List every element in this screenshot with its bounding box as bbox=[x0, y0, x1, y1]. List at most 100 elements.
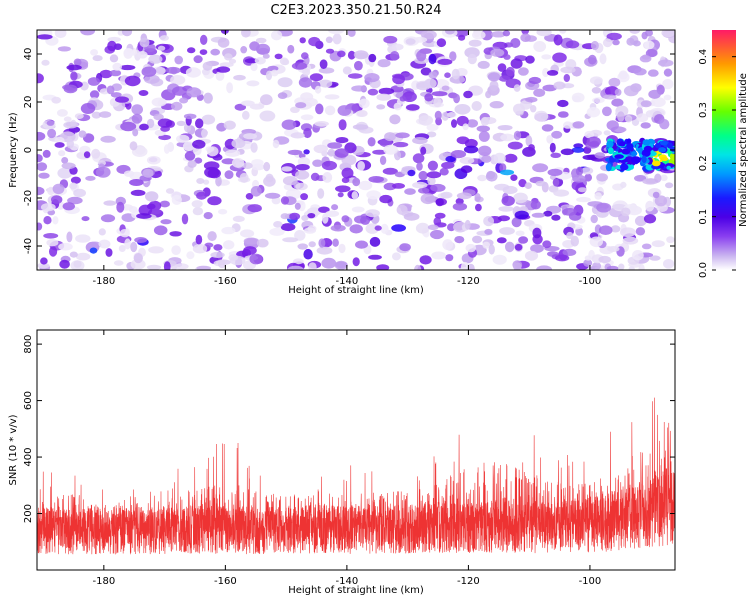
heatmap-cell bbox=[368, 53, 377, 63]
heatmap-cell bbox=[392, 74, 405, 85]
heatmap-cell bbox=[430, 229, 444, 240]
heatmap-cell bbox=[269, 227, 285, 236]
heatmap-cell bbox=[141, 66, 157, 77]
heatmap-cell bbox=[234, 103, 246, 111]
heatmap-cell bbox=[571, 92, 585, 103]
heatmap-cell bbox=[471, 101, 482, 111]
heatmap-cell bbox=[259, 110, 276, 122]
heatmap-cell bbox=[73, 58, 82, 66]
heatmap-cell bbox=[239, 172, 249, 183]
heatmap-cell bbox=[377, 59, 391, 68]
heatmap-cell bbox=[531, 212, 546, 218]
heatmap-cell bbox=[41, 59, 50, 66]
heatmap-cell bbox=[472, 235, 483, 244]
heatmap-cell bbox=[301, 52, 309, 60]
colorbar-tick-label: 0.3 bbox=[698, 102, 709, 118]
heatmap-cell bbox=[542, 240, 552, 249]
heatmap-cell bbox=[113, 260, 124, 266]
heatmap-cell bbox=[299, 37, 306, 44]
heatmap-cell bbox=[551, 214, 561, 221]
heatmap-cell bbox=[594, 152, 606, 159]
heatmap-cell bbox=[233, 74, 246, 81]
heatmap-cell bbox=[43, 233, 59, 239]
chart-title: C2E3.2023.350.21.50.R24 bbox=[270, 3, 441, 18]
heatmap-cell bbox=[309, 73, 323, 82]
heatmap-cell bbox=[256, 238, 269, 248]
heatmap-cell bbox=[179, 97, 189, 104]
heatmap-cell bbox=[40, 203, 56, 212]
heatmap-cell bbox=[318, 79, 333, 88]
heatmap-cell bbox=[396, 204, 408, 215]
heatmap-cell bbox=[412, 137, 428, 145]
heatmap-signal-cell bbox=[629, 164, 634, 170]
heatmap-cell bbox=[589, 76, 603, 85]
heatmap-cell bbox=[640, 122, 651, 129]
heatmap-cell bbox=[420, 146, 427, 155]
heatmap-cell bbox=[405, 104, 420, 111]
heatmap-cell bbox=[427, 224, 439, 231]
heatmap-cell bbox=[635, 227, 646, 236]
heatmap-cell bbox=[418, 170, 428, 181]
heatmap-cell bbox=[210, 48, 220, 56]
heatmap-cell bbox=[331, 204, 339, 211]
heatmap-cell bbox=[90, 49, 99, 56]
heatmap-cell bbox=[546, 70, 559, 76]
heatmap-cell bbox=[553, 81, 566, 90]
heatmap-cell bbox=[187, 160, 197, 168]
heatmap-cell bbox=[524, 250, 539, 261]
heatmap-cell bbox=[157, 118, 173, 128]
heatmap-cell bbox=[416, 50, 427, 62]
heatmap-cell bbox=[301, 215, 309, 221]
heatmap-cell bbox=[332, 238, 339, 247]
heatmap-cell bbox=[360, 216, 371, 225]
heatmap-cell bbox=[504, 153, 518, 163]
heatmap-cell bbox=[138, 90, 149, 96]
heatmap-cell bbox=[66, 138, 75, 149]
heatmap-cell bbox=[365, 209, 380, 218]
heatmap-cell bbox=[419, 255, 432, 265]
heatmap-cell bbox=[598, 255, 611, 264]
heatmap-signal-cell bbox=[658, 147, 667, 153]
heatmap-cell bbox=[445, 30, 455, 35]
heatmap-cell bbox=[666, 236, 675, 244]
heatmap-cell bbox=[626, 37, 635, 46]
x-tick-label: -120 bbox=[457, 276, 480, 287]
heatmap-cell bbox=[636, 113, 649, 123]
heatmap-cell bbox=[644, 40, 655, 50]
heatmap-cell bbox=[52, 183, 65, 195]
heatmap-cell bbox=[376, 93, 392, 101]
heatmap-cell bbox=[337, 105, 352, 116]
heatmap-cell bbox=[199, 49, 208, 55]
heatmap-cell bbox=[420, 193, 436, 205]
heatmap-cell bbox=[335, 185, 351, 193]
heatmap-cell bbox=[46, 120, 55, 126]
heatmap-cell bbox=[510, 58, 523, 69]
heatmap-cell bbox=[404, 188, 416, 195]
heatmap-cell bbox=[450, 150, 467, 159]
heatmap-cell bbox=[368, 254, 382, 260]
heatmap-signal-cell bbox=[605, 163, 612, 172]
heatmap-cell bbox=[645, 110, 655, 118]
heatmap-cell bbox=[444, 72, 451, 78]
heatmap-cell bbox=[519, 100, 532, 110]
heatmap-cell bbox=[498, 75, 511, 82]
heatmap-cell bbox=[557, 99, 569, 108]
heatmap-cell bbox=[584, 255, 592, 261]
heatmap-cell bbox=[374, 225, 382, 231]
heatmap-cell bbox=[460, 165, 473, 173]
heatmap-cell bbox=[223, 240, 235, 250]
heatmap-cell bbox=[143, 74, 160, 84]
heatmap-y-axis-label: Frequency (Hz) bbox=[8, 112, 19, 188]
heatmap-cell bbox=[338, 243, 346, 254]
heatmap-cell bbox=[130, 258, 146, 270]
heatmap-cell bbox=[663, 68, 673, 77]
heatmap-cell bbox=[57, 46, 71, 52]
heatmap-cell bbox=[536, 265, 552, 270]
heatmap-cell bbox=[467, 53, 477, 65]
heatmap-cell bbox=[663, 94, 672, 101]
heatmap-cell bbox=[518, 179, 527, 188]
heatmap-cell bbox=[334, 148, 349, 158]
heatmap-cell bbox=[42, 149, 51, 158]
heatmap-cell bbox=[403, 212, 420, 221]
heatmap-cell bbox=[247, 204, 262, 213]
